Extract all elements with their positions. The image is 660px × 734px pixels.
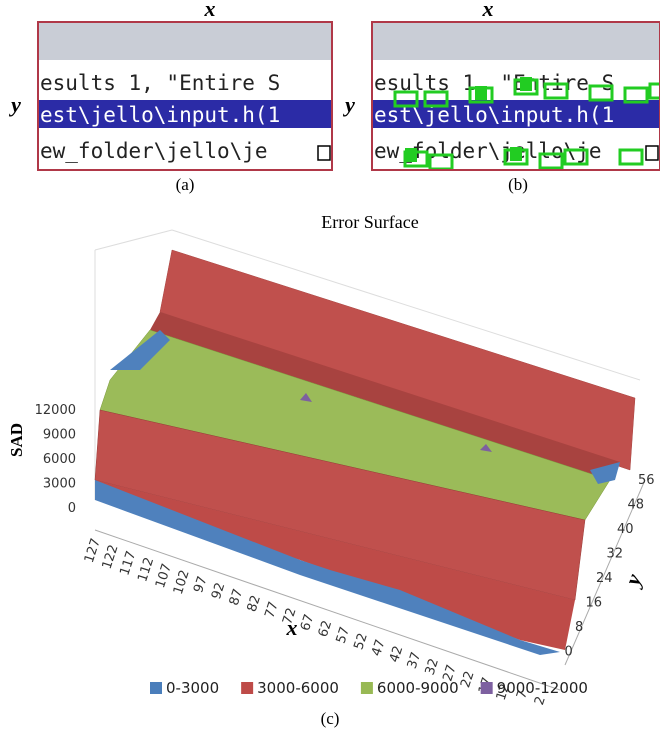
x-tick-label: 32 [423,657,442,677]
x-tick-label: 62 [316,619,335,639]
x-tick-label: 67 [298,612,317,632]
x-tick-label: 92 [209,581,228,601]
x-tick-label: 52 [351,631,370,651]
x-tick-label: 107 [153,562,175,590]
legend-label: 6000-9000 [377,679,459,697]
x-label: x [482,0,494,21]
x-tick-label: 82 [245,593,264,613]
x-tick-label: 122 [100,543,122,571]
y-tick-label: 40 [617,522,634,537]
y-tick-label: 8 [575,620,583,635]
y-axis-label: y [619,570,647,591]
caption: (a) [176,175,195,194]
x-tick-label: 37 [405,650,424,670]
x-tick-label: 112 [135,556,157,584]
z-tick-label: 0 [68,501,76,516]
x-tick-label: 57 [334,625,353,645]
legend-label: 3000-6000 [257,679,339,697]
y-tick-label: 24 [596,571,613,586]
code-line: esults 1, "Entire S [40,71,280,95]
screenshot-panel: esults 1, "Entire S est\jello\input.h(1 ew… [38,22,332,170]
z-tick-label: 3000 [43,477,76,492]
code-line: ew_folder\jello\je [40,139,268,163]
match-fill [405,148,417,162]
y-tick-label: 16 [586,596,603,611]
caption: (c) [321,709,340,728]
x-tick-label: 87 [227,587,246,607]
x-tick-label: 97 [191,575,210,595]
x-tick-label: 42 [387,644,406,664]
code-line: est\jello\input.h(1 [40,103,280,127]
z-axis-label: SAD [7,423,26,457]
y-label: y [8,92,21,117]
x-tick-label: 102 [171,568,193,596]
y-label: y [342,92,355,117]
x-tick-label: 127 [82,537,104,565]
y-tick-label: 48 [628,498,645,513]
chart-title: Error Surface [321,212,418,232]
legend-swatch [241,682,253,694]
caption: (b) [508,175,528,194]
y-tick-label: 0 [565,645,573,660]
legend-label: 0-3000 [166,679,219,697]
toolbar-band [38,22,332,60]
match-fill [510,147,522,161]
legend-swatch [361,682,373,694]
x-tick-label: 22 [458,669,477,689]
match-fill [520,77,532,91]
toolbar-band [372,22,660,60]
y-tick-label: 32 [607,547,624,562]
screenshot-panel: esults 1, "Entire Sest\jello\input.h(1ew… [372,22,660,170]
z-tick-label: 12000 [35,403,76,418]
figure: Error Surface SAD x y (c) esults 1, "Ent… [0,0,660,734]
y-tick-label: 56 [638,473,655,488]
x-tick-label: 117 [117,549,139,577]
x-tick-label: 77 [262,600,281,620]
match-fill [475,86,487,100]
x-tick-label: 47 [369,638,388,658]
legend-swatch [150,682,162,694]
z-tick-label: 6000 [43,452,76,467]
z-tick-label: 9000 [43,428,76,443]
x-label: x [204,0,216,21]
legend-swatch [481,682,493,694]
legend-label: 9000-12000 [497,679,588,697]
